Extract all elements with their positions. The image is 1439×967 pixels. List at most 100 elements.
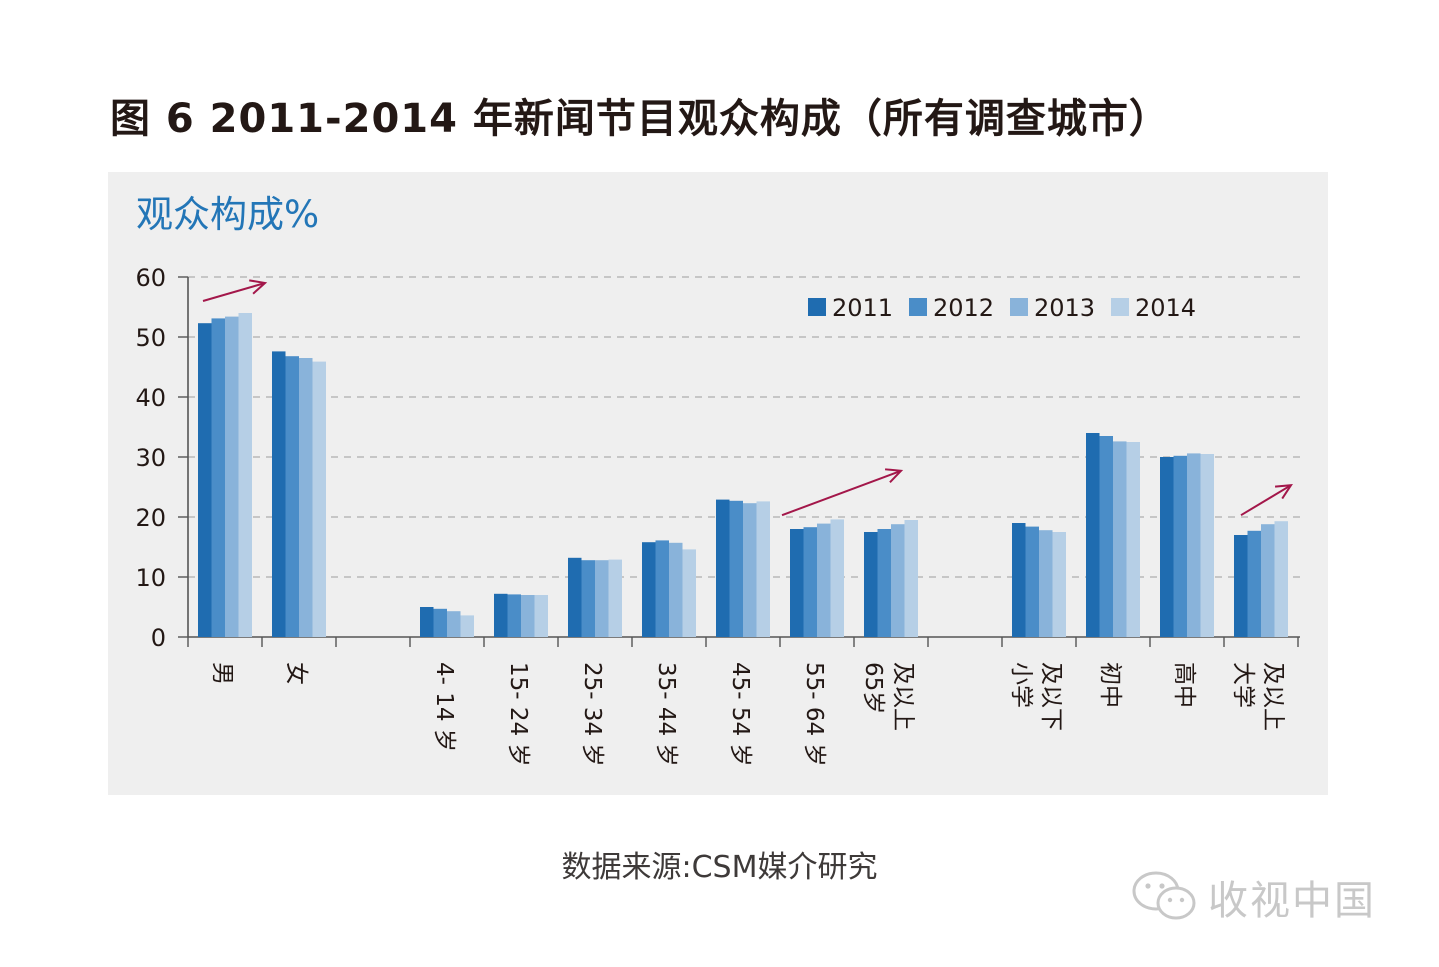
bar-2013-6: [669, 542, 683, 637]
legend: 2011 2012 2013 2014: [808, 294, 1196, 322]
bar-2013-0: [225, 316, 239, 637]
y-tick-label: 0: [151, 624, 166, 652]
bar-2011-5: [568, 557, 582, 637]
figure-title: 图 6 2011-2014 年新闻节目观众构成（所有调查城市）: [110, 96, 1170, 142]
watermark-text: 收视中国: [1208, 878, 1376, 924]
bar-2014-8: [830, 519, 844, 637]
bar-2013-8: [817, 523, 831, 637]
bar-2012-0: [211, 318, 225, 637]
category-labels: 男 女 4- 14 岁 15- 24 岁 25- 34 岁 35- 44 岁 45- 54 …: [209, 662, 1286, 766]
bar-2012-8: [803, 527, 817, 637]
x-category-label: 及以上: [890, 662, 916, 731]
bar-2013-4: [521, 595, 535, 637]
legend-swatch-2012: [909, 298, 927, 316]
y-tick-label: 60: [135, 264, 166, 292]
x-category-label: 4- 14 岁: [431, 662, 457, 752]
bar-2012-9: [877, 529, 891, 637]
watermark: 收视中国: [1130, 868, 1376, 926]
bars: [198, 313, 1288, 637]
bar-2014-11: [1052, 532, 1066, 637]
x-category-label: 高中: [1171, 662, 1197, 708]
bar-2011-9: [864, 532, 878, 637]
bar-2014-12: [1126, 442, 1140, 637]
x-category-label: 15- 24 岁: [505, 662, 531, 766]
x-category-label: 及以上: [1260, 662, 1286, 731]
legend-label-2013: 2013: [1034, 294, 1095, 322]
bar-2013-9: [891, 524, 905, 637]
trend-arrow-line: [202, 282, 266, 302]
trend-arrow-head: [884, 468, 904, 484]
bar-2012-3: [433, 608, 447, 637]
trend-arrow-line: [781, 469, 902, 517]
x-category-label: 25- 34 岁: [579, 662, 605, 766]
bar-2013-11: [1039, 530, 1053, 637]
y-tick-label: 20: [135, 504, 166, 532]
x-category-label: 55- 64 岁: [801, 662, 827, 766]
bar-2013-1: [299, 358, 313, 637]
chart-panel: 观众构成% 0 10 20 30 40 50 60 男 女 4- 14 岁 15- 24 岁 25-…: [108, 172, 1328, 795]
legend-swatch-2014: [1111, 298, 1129, 316]
bar-2012-13: [1173, 455, 1187, 637]
trend-arrows: [202, 279, 1293, 517]
bar-2014-7: [756, 501, 770, 637]
wechat-icon: [1132, 871, 1196, 920]
bar-2011-7: [716, 499, 730, 637]
x-category-label: 女: [283, 662, 309, 685]
legend-swatch-2013: [1010, 298, 1028, 316]
bar-2012-14: [1247, 530, 1261, 637]
source-note: 数据来源:CSM媒介研究: [561, 850, 878, 885]
bar-2011-3: [420, 607, 434, 637]
x-category-label: 男: [209, 662, 235, 685]
bar-2014-0: [238, 313, 252, 637]
bar-2011-13: [1160, 457, 1174, 637]
bar-2011-6: [642, 542, 656, 637]
legend-label-2014: 2014: [1135, 294, 1196, 322]
x-category-label: 及以下: [1038, 662, 1064, 731]
bar-2013-7: [743, 503, 757, 637]
bar-2014-4: [534, 595, 548, 637]
y-tick-label: 50: [135, 324, 166, 352]
y-tick-label: 30: [135, 444, 166, 472]
bar-2014-9: [904, 520, 918, 637]
x-category-label: 35- 44 岁: [653, 662, 679, 766]
bar-2014-6: [682, 549, 696, 637]
bar-2012-4: [507, 594, 521, 637]
trend-arrow-head: [249, 279, 268, 295]
trend-arrow-head: [1274, 484, 1293, 500]
x-category-label: 45- 54 岁: [727, 662, 753, 766]
bar-2011-11: [1012, 523, 1026, 637]
bar-2012-1: [285, 356, 299, 637]
chart-title: 观众构成%: [136, 193, 319, 236]
y-tick-label: 10: [135, 564, 166, 592]
bar-2013-3: [447, 611, 461, 637]
bar-2011-12: [1086, 433, 1100, 637]
bar-2012-5: [581, 560, 595, 637]
bar-2013-14: [1261, 524, 1275, 637]
trend-arrow-line: [1240, 484, 1292, 517]
bar-2011-8: [790, 529, 804, 637]
bar-2011-0: [198, 323, 212, 637]
bar-2014-14: [1274, 521, 1288, 637]
bar-2014-5: [608, 559, 622, 637]
x-category-label: 初中: [1097, 662, 1123, 708]
bar-2014-1: [312, 361, 326, 637]
legend-swatch-2011: [808, 298, 826, 316]
y-tick-label: 40: [135, 384, 166, 412]
bar-2014-13: [1200, 454, 1214, 637]
bar-2014-3: [460, 615, 474, 637]
bar-2012-6: [655, 540, 669, 637]
bar-2012-12: [1099, 436, 1113, 637]
legend-label-2012: 2012: [933, 294, 994, 322]
bar-2013-13: [1187, 453, 1201, 637]
bar-chart: 观众构成% 0 10 20 30 40 50 60 男 女 4- 14 岁 15- 24 岁 25-…: [135, 193, 1300, 766]
bar-2013-5: [595, 560, 609, 637]
x-category-label: 65岁: [860, 662, 886, 714]
x-category-label: 小学: [1008, 662, 1034, 708]
bar-2012-7: [729, 500, 743, 637]
bar-2012-11: [1025, 526, 1039, 637]
x-category-label: 大学: [1230, 662, 1256, 708]
bar-2013-12: [1113, 441, 1127, 637]
bar-2011-14: [1234, 535, 1248, 637]
legend-label-2011: 2011: [832, 294, 893, 322]
bar-2011-4: [494, 593, 508, 637]
